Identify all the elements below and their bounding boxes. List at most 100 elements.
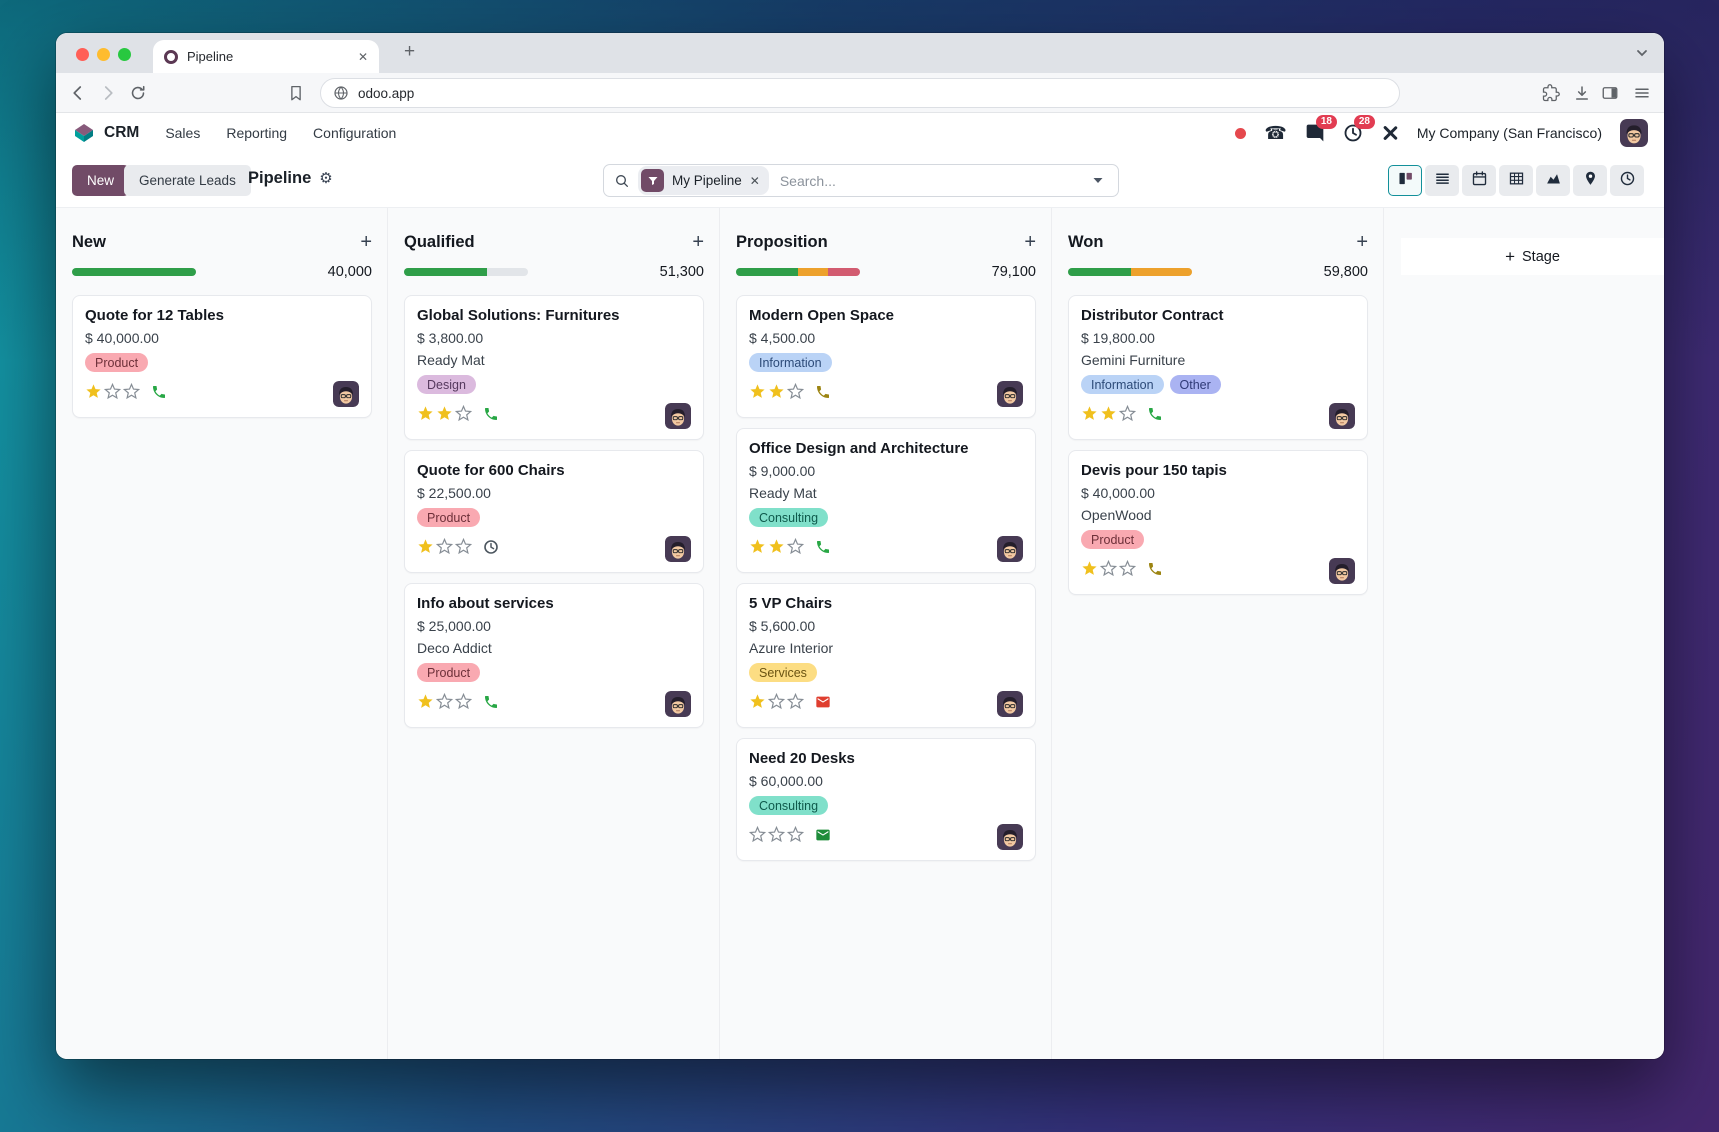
star-filled-icon[interactable]	[768, 383, 787, 405]
star-empty-icon[interactable]	[1118, 559, 1138, 582]
star-filled-icon[interactable]	[768, 538, 787, 560]
column-progress-bar[interactable]	[1068, 268, 1192, 276]
progress-segment-green[interactable]	[404, 268, 488, 276]
progress-segment-green[interactable]	[72, 268, 196, 276]
star-empty-icon[interactable]	[103, 382, 123, 405]
phone-activity-icon[interactable]	[806, 539, 831, 560]
star-empty-icon[interactable]	[454, 404, 474, 427]
star-empty-icon[interactable]	[1099, 559, 1119, 582]
star-empty-icon[interactable]	[786, 382, 806, 405]
settings-gear-icon[interactable]: ⚙	[319, 170, 333, 187]
quick-add-card-button[interactable]: +	[692, 231, 704, 253]
clock-activity-icon[interactable]	[474, 539, 499, 560]
new-tab-button[interactable]: +	[404, 41, 416, 62]
kanban-card[interactable]: Quote for 12 Tables $ 40,000.00 Product	[72, 295, 372, 418]
progress-segment-green[interactable]	[736, 268, 798, 276]
address-bar[interactable]: odoo.app	[320, 78, 1400, 108]
activities-systray[interactable]: 28	[1343, 115, 1375, 143]
column-progress-bar[interactable]	[404, 268, 528, 276]
column-progress-bar[interactable]	[736, 268, 860, 276]
tab-search-chevron-icon[interactable]	[1636, 48, 1648, 58]
kanban-card[interactable]: Office Design and Architecture $ 9,000.00…	[736, 428, 1036, 573]
kanban-card[interactable]: Quote for 600 Chairs $ 22,500.00 Product	[404, 450, 704, 573]
star-filled-icon[interactable]	[1081, 405, 1100, 427]
star-filled-icon[interactable]	[417, 538, 436, 560]
search-dropdown-caret-icon[interactable]	[1092, 176, 1104, 185]
user-avatar[interactable]	[1620, 119, 1648, 147]
view-switch-map[interactable]	[1573, 165, 1607, 196]
kanban-card[interactable]: Devis pour 150 tapis $ 40,000.00 OpenWood P…	[1068, 450, 1368, 595]
star-filled-icon[interactable]	[749, 383, 768, 405]
star-filled-icon[interactable]	[1081, 560, 1100, 582]
quick-add-card-button[interactable]: +	[360, 231, 372, 253]
browser-tab[interactable]: Pipeline ✕	[153, 40, 379, 73]
star-filled-icon[interactable]	[436, 405, 455, 427]
progress-segment-orange[interactable]	[798, 268, 828, 276]
view-switch-activity[interactable]	[1610, 165, 1644, 196]
phone-activity-icon[interactable]	[474, 406, 499, 427]
menu-sales[interactable]: Sales	[165, 125, 201, 141]
kanban-card[interactable]: Modern Open Space $ 4,500.00 Information	[736, 295, 1036, 418]
star-empty-icon[interactable]	[748, 825, 768, 848]
search-bar[interactable]: My Pipeline ✕ Search...	[603, 164, 1119, 197]
bookmark-icon[interactable]	[287, 84, 305, 102]
reload-icon[interactable]	[129, 84, 147, 102]
company-switcher[interactable]: My Company (San Francisco)	[1416, 125, 1602, 141]
view-switch-pivot[interactable]	[1499, 165, 1533, 196]
phone-activity-icon[interactable]	[474, 694, 499, 715]
star-empty-icon[interactable]	[1118, 404, 1138, 427]
star-filled-icon[interactable]	[1100, 405, 1119, 427]
star-filled-icon[interactable]	[417, 693, 436, 715]
menu-reporting[interactable]: Reporting	[226, 125, 288, 141]
quick-add-card-button[interactable]: +	[1024, 231, 1036, 253]
kanban-card[interactable]: Need 20 Desks $ 60,000.00 Consulting	[736, 738, 1036, 861]
minimize-window-button[interactable]	[97, 48, 110, 61]
quick-add-card-button[interactable]: +	[1356, 231, 1368, 253]
menu-hamburger-icon[interactable]	[1633, 84, 1651, 102]
phone-activity-icon[interactable]	[1138, 561, 1163, 582]
column-progress-bar[interactable]	[72, 268, 196, 276]
star-empty-icon[interactable]	[454, 537, 474, 560]
search-facet-my-pipeline[interactable]: My Pipeline ✕	[638, 166, 769, 195]
star-filled-icon[interactable]	[749, 538, 768, 560]
star-filled-icon[interactable]	[85, 383, 104, 405]
kanban-card[interactable]: 5 VP Chairs $ 5,600.00 Azure Interior Servi…	[736, 583, 1036, 728]
phone-activity-icon[interactable]	[806, 384, 831, 405]
sidebar-panel-icon[interactable]	[1601, 84, 1619, 102]
star-empty-icon[interactable]	[435, 537, 455, 560]
kanban-card[interactable]: Global Solutions: Furnitures $ 3,800.00 Re…	[404, 295, 704, 440]
phone-activity-icon[interactable]	[1138, 406, 1163, 427]
phone-activity-icon[interactable]	[142, 384, 167, 405]
voip-phone-icon[interactable]: ☎	[1264, 123, 1287, 143]
download-icon[interactable]	[1573, 84, 1591, 102]
star-empty-icon[interactable]	[767, 692, 787, 715]
star-empty-icon[interactable]	[767, 825, 787, 848]
view-switch-list[interactable]	[1425, 165, 1459, 196]
menu-configuration[interactable]: Configuration	[313, 125, 397, 141]
progress-segment-orange[interactable]	[1131, 268, 1192, 276]
star-empty-icon[interactable]	[454, 692, 474, 715]
view-switch-graph[interactable]	[1536, 165, 1570, 196]
star-filled-icon[interactable]	[417, 405, 436, 427]
star-empty-icon[interactable]	[122, 382, 142, 405]
app-brand[interactable]: CRM	[72, 121, 139, 145]
back-icon[interactable]	[69, 84, 87, 102]
extensions-icon[interactable]	[1542, 84, 1560, 102]
forward-icon[interactable]	[99, 84, 117, 102]
kanban-card[interactable]: Distributor Contract $ 19,800.00 Gemini Fu…	[1068, 295, 1368, 440]
add-stage-button[interactable]: + Stage	[1401, 238, 1664, 275]
messages-systray[interactable]: 18	[1305, 115, 1337, 143]
maximize-window-button[interactable]	[118, 48, 131, 61]
star-filled-icon[interactable]	[749, 693, 768, 715]
kanban-card[interactable]: Info about services $ 25,000.00 Deco Addic…	[404, 583, 704, 728]
close-window-button[interactable]	[76, 48, 89, 61]
view-switch-kanban[interactable]	[1388, 165, 1422, 196]
debug-tools-icon[interactable]	[1381, 124, 1399, 142]
facet-remove-icon[interactable]: ✕	[749, 173, 760, 188]
new-button[interactable]: New	[72, 165, 130, 196]
view-switch-calendar[interactable]	[1462, 165, 1496, 196]
star-empty-icon[interactable]	[786, 825, 806, 848]
envelope-activity-icon[interactable]	[806, 694, 831, 715]
generate-leads-button[interactable]: Generate Leads	[124, 165, 251, 196]
star-empty-icon[interactable]	[435, 692, 455, 715]
